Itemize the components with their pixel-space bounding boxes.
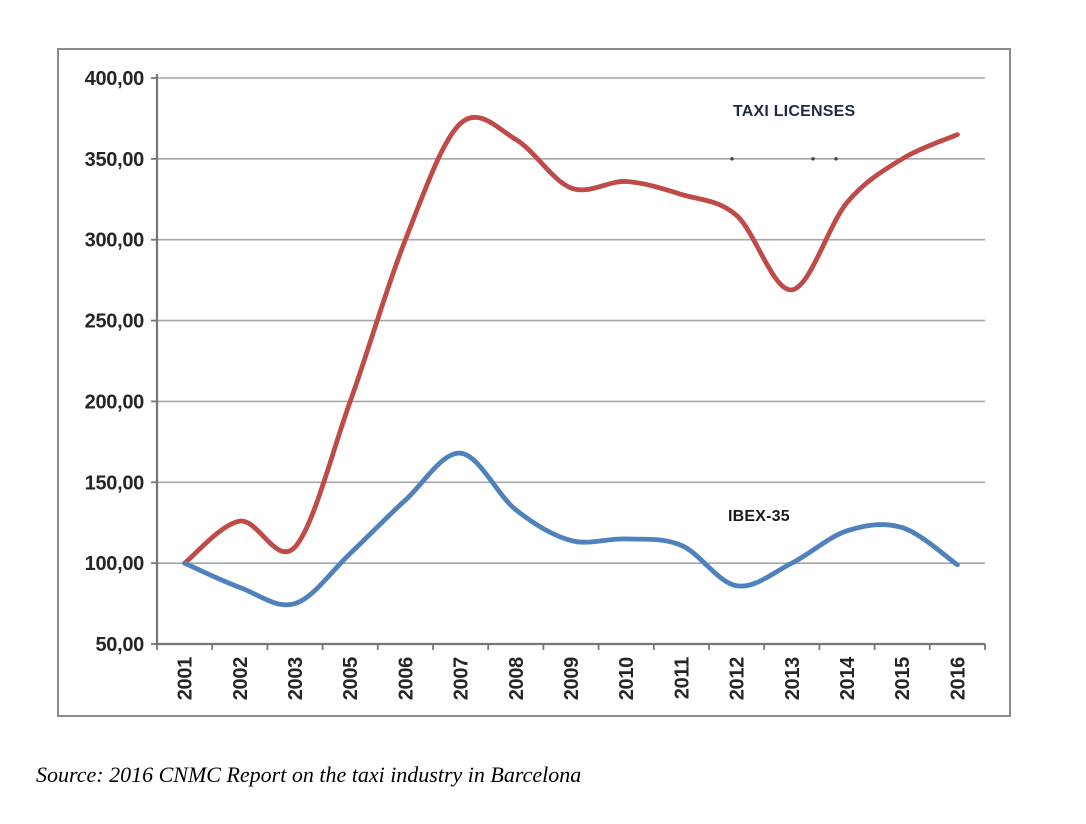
x-tick-labels: 2001 2002 2003 2005 2006 2007 2008 2009 2010 2011…	[175, 656, 970, 700]
svg-text:2003: 2003	[285, 657, 307, 700]
svg-text:2015: 2015	[892, 657, 914, 700]
svg-text:2013: 2013	[782, 657, 804, 700]
taxi-licenses-series-label: TAXI LICENSES	[733, 103, 856, 120]
ibex-35-line	[182, 450, 960, 608]
svg-text:2016: 2016	[947, 657, 969, 700]
ibex-35-series-label: IBEX-35	[728, 508, 790, 525]
svg-text:150,00: 150,00	[85, 472, 145, 494]
gridlines	[157, 77, 985, 564]
svg-text:2010: 2010	[616, 657, 638, 700]
svg-text:2005: 2005	[340, 657, 362, 700]
svg-text:2014: 2014	[837, 656, 859, 700]
tick-marks	[151, 77, 986, 650]
svg-text:200,00: 200,00	[85, 391, 145, 413]
source-caption: Source: 2016 CNMC Report on the taxi ind…	[36, 762, 582, 787]
svg-text:100,00: 100,00	[85, 553, 145, 575]
svg-text:2011: 2011	[671, 657, 693, 699]
y-tick-labels: 50,00 100,00 150,00 200,00 250,00 300,00 350,0…	[85, 68, 145, 656]
svg-text:2009: 2009	[561, 657, 583, 700]
svg-text:250,00: 250,00	[85, 311, 145, 333]
svg-text:300,00: 300,00	[85, 230, 145, 252]
svg-text:2012: 2012	[727, 657, 749, 700]
svg-text:50,00: 50,00	[95, 634, 144, 656]
gridline-artifact-dots	[730, 157, 838, 161]
svg-text:2001: 2001	[175, 657, 197, 700]
taxi-licenses-line	[182, 114, 960, 566]
svg-text:350,00: 350,00	[85, 149, 145, 171]
axes	[155, 74, 985, 646]
svg-text:2008: 2008	[506, 657, 528, 700]
svg-text:400,00: 400,00	[85, 68, 145, 90]
svg-text:2002: 2002	[230, 657, 252, 700]
svg-text:2006: 2006	[395, 657, 417, 700]
svg-text:2007: 2007	[451, 657, 473, 700]
